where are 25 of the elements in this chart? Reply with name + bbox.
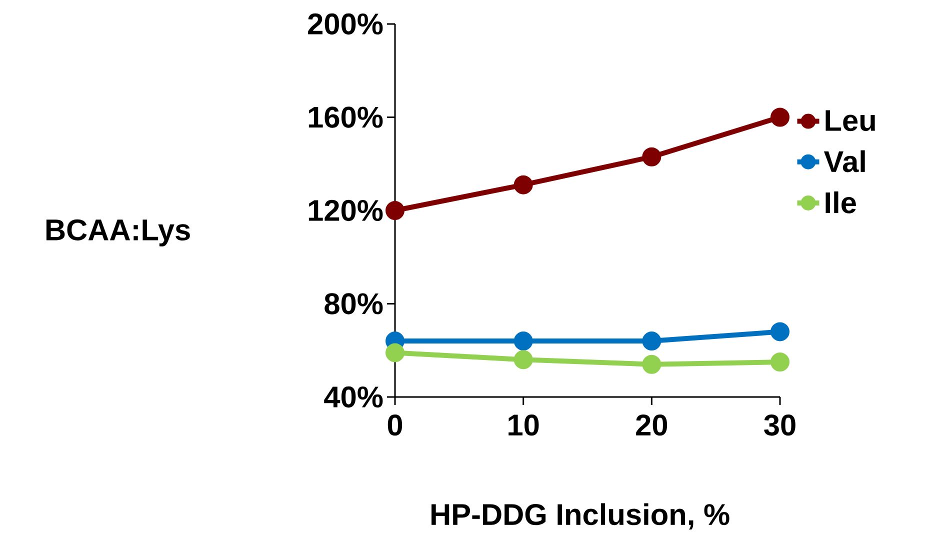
point	[514, 332, 533, 351]
x-tick-label: 0	[388, 414, 402, 436]
legend-label: Ile	[826, 191, 856, 214]
y-tick-label: 120%	[308, 200, 383, 222]
point	[642, 354, 662, 374]
point	[770, 352, 790, 372]
point	[770, 322, 790, 342]
y-tick-label: 160%	[308, 106, 383, 128]
y-axis-title: BCAA:Lys	[46, 219, 190, 246]
y-tick-label: 80%	[324, 293, 383, 314]
point	[386, 343, 405, 362]
point	[770, 108, 790, 127]
x-tick-label: 30	[764, 414, 796, 436]
y-tick-label: 200%	[308, 13, 383, 35]
y-tick-label: 40%	[324, 386, 383, 408]
x-tick-label: 20	[636, 414, 668, 436]
point	[642, 332, 662, 351]
legend-label: Val	[824, 150, 865, 172]
x-axis-title: HP-DDG Inclusion, %	[432, 503, 730, 530]
point	[514, 350, 533, 370]
point	[514, 175, 533, 194]
point	[642, 147, 662, 166]
point	[386, 200, 405, 220]
legend-label: Leu	[826, 110, 875, 132]
x-tick-label: 10	[508, 414, 539, 436]
